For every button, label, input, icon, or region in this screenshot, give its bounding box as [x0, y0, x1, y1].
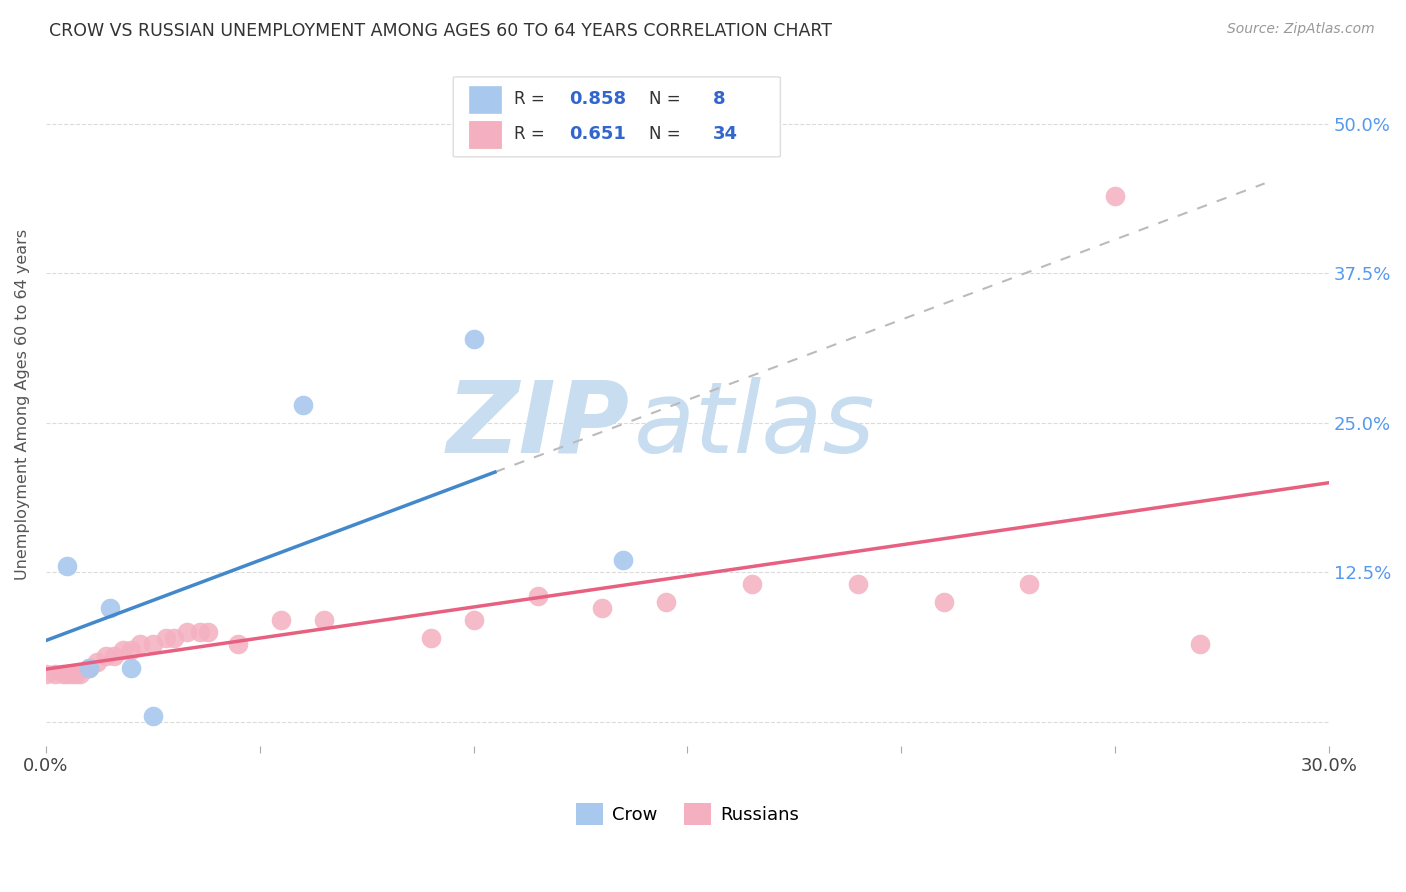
Point [121, 661, 143, 675]
Point [741, 577, 763, 591]
Point [121, 643, 143, 657]
Point [848, 577, 870, 591]
Text: CROW VS RUSSIAN UNEMPLOYMENT AMONG AGES 60 TO 64 YEARS CORRELATION CHART: CROW VS RUSSIAN UNEMPLOYMENT AMONG AGES … [49, 22, 832, 40]
Point [69, 667, 91, 681]
Point [419, 631, 441, 645]
Point [65, 667, 87, 681]
Point [98, 601, 121, 615]
Point [270, 613, 292, 627]
Point [103, 648, 125, 663]
Point [612, 553, 634, 567]
Text: ZIP: ZIP [447, 376, 630, 474]
Point [655, 595, 678, 609]
Point [932, 595, 955, 609]
Point [94, 648, 117, 663]
Point [1018, 577, 1040, 591]
Point [155, 631, 177, 645]
Point [163, 631, 186, 645]
Text: atlas: atlas [634, 376, 875, 474]
Point [111, 643, 134, 657]
Point [35, 667, 58, 681]
Point [188, 625, 211, 640]
Point [52, 667, 75, 681]
Y-axis label: Unemployment Among Ages 60 to 64 years: Unemployment Among Ages 60 to 64 years [15, 229, 30, 581]
Point [129, 637, 152, 651]
Point [463, 613, 485, 627]
Point [77, 661, 100, 675]
Point [44, 667, 66, 681]
Point [56, 667, 79, 681]
Point [142, 708, 165, 723]
Point [142, 637, 165, 651]
Point [56, 559, 79, 574]
Point [228, 637, 250, 651]
Point [197, 625, 219, 640]
Point [591, 601, 613, 615]
Point [1104, 188, 1126, 202]
Point [176, 625, 198, 640]
Point [312, 613, 335, 627]
Point [1189, 637, 1212, 651]
Point [60, 667, 83, 681]
Point [526, 589, 548, 603]
Point [77, 661, 100, 675]
Point [463, 332, 485, 346]
Point [86, 655, 108, 669]
Legend: Crow, Russians: Crow, Russians [568, 796, 807, 832]
Text: Source: ZipAtlas.com: Source: ZipAtlas.com [1227, 22, 1375, 37]
Point [291, 398, 314, 412]
